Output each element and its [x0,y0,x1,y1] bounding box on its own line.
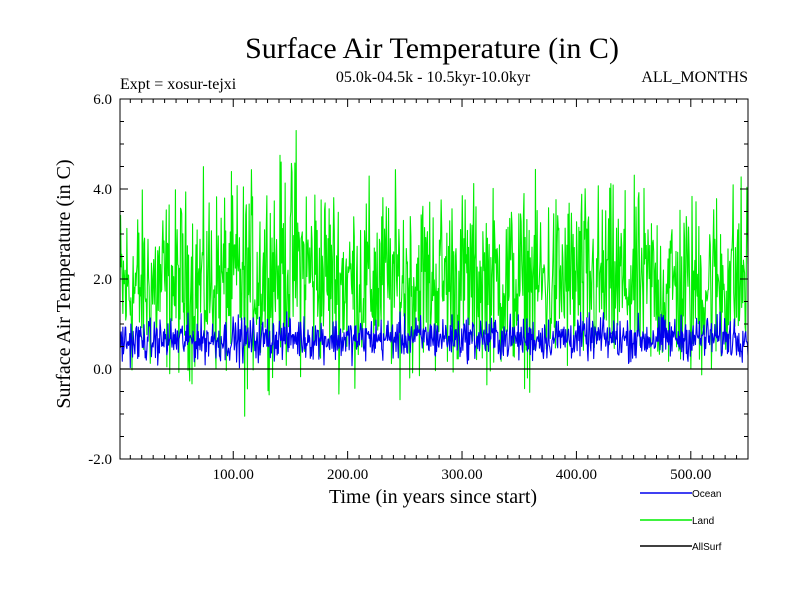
months-label: ALL_MONTHS [641,69,748,86]
x-tick-label: 300.00 [441,467,482,483]
y-axis-label: Surface Air Temperature (in C) [53,159,75,408]
x-tick-label: 200.00 [327,467,368,483]
y-tick-label: 0.0 [93,362,112,378]
x-tick-label: 400.00 [556,467,597,483]
series-layer [120,129,748,417]
y-tick-label: 2.0 [93,272,112,288]
legend-label-ocean: Ocean [692,489,721,500]
series-land-line [120,129,748,417]
axes: 100.00 200.00 300.00 400.00 500.00 -2.0 0.0 2.0… [88,92,749,483]
y-tick-label: -2.0 [88,452,112,468]
x-tick-label: 100.00 [213,467,254,483]
series-ocean-line [120,311,748,369]
legend: Ocean Land AllSurf [640,489,722,553]
y-tick-label: 4.0 [93,182,112,198]
legend-label-land: Land [692,516,714,527]
x-tick-label: 500.00 [670,467,711,483]
y-tick-label: 6.0 [93,92,112,108]
expt-label: Expt = xosur-tejxi [120,76,237,93]
legend-label-allsurf: AllSurf [692,542,722,553]
period-label: 05.0k-04.5k - 10.5kyr-10.0kyr [336,69,531,86]
chart-title: Surface Air Temperature (in C) [245,32,619,65]
x-axis-label: Time (in years since start) [329,486,537,508]
